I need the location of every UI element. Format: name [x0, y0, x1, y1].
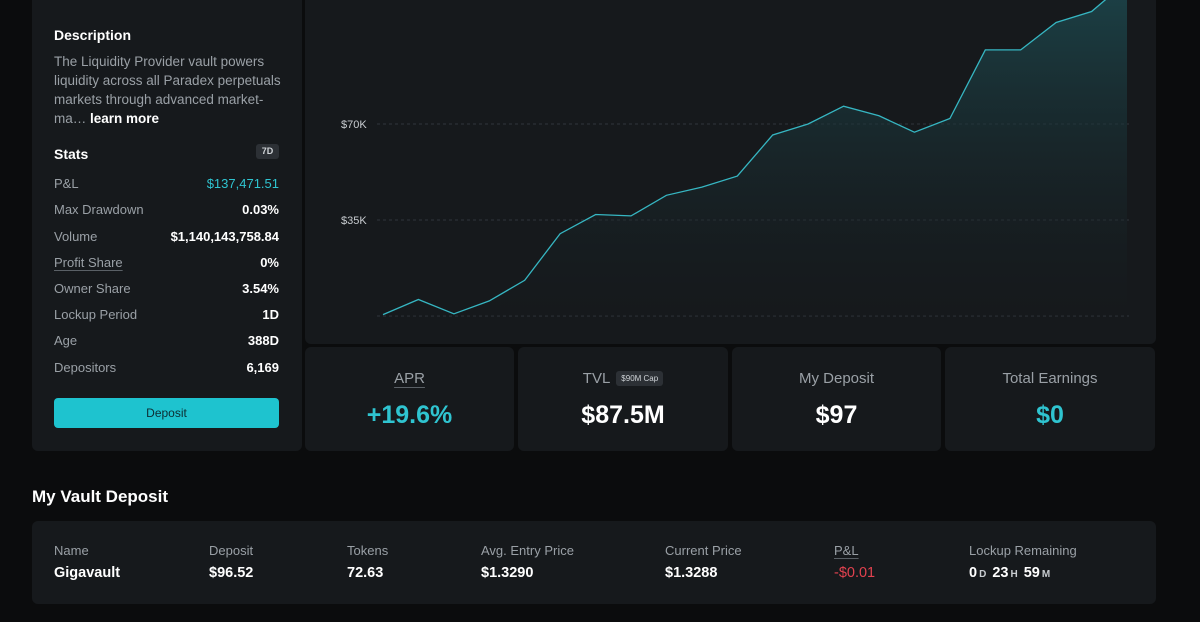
chart-data-point[interactable] — [877, 114, 881, 118]
stat-label-tooltip[interactable]: Profit Share — [54, 254, 123, 270]
chart-data-point[interactable] — [842, 104, 846, 108]
col-lockup-remaining: Lockup Remaining 0 D 23 H 59 M — [969, 543, 1077, 581]
chart-data-point[interactable] — [771, 133, 775, 137]
chart-data-point[interactable] — [806, 122, 810, 126]
metric-value: $0 — [1036, 401, 1064, 429]
stat-value: 1D — [262, 306, 279, 322]
col-pnl: P&L -$0.01 — [834, 543, 875, 581]
column-header: Deposit — [209, 543, 254, 558]
stat-label: Depositors — [54, 359, 117, 375]
column-header: Name — [54, 543, 89, 558]
stats-title: Stats — [54, 146, 89, 162]
deposit-button[interactable]: Deposit — [54, 398, 279, 428]
chart-data-point[interactable] — [523, 278, 527, 282]
section-title: My Vault Deposit — [32, 487, 169, 506]
stat-value: 3.54% — [242, 280, 279, 296]
stat-value: $1,140,143,758.84 — [170, 228, 279, 244]
cell-name[interactable]: Gigavault — [54, 565, 121, 581]
metric-label: Total Earnings — [1002, 370, 1098, 387]
chart-data-point[interactable] — [594, 213, 598, 217]
column-header: Avg. Entry Price — [481, 543, 574, 558]
y-tick-label: $70K — [341, 119, 367, 131]
vault-info-panel: ▲ ▲ Description The Liquidity Provider v… — [32, 0, 302, 451]
description-text: The Liquidity Provider vault powers liqu… — [54, 54, 281, 126]
chart-data-point[interactable] — [416, 298, 420, 302]
column-header: Tokens — [347, 543, 389, 558]
chart-data-point[interactable] — [487, 299, 491, 303]
chart-data-point[interactable] — [664, 193, 668, 197]
chart-area-fill — [383, 0, 1127, 316]
chart-data-point[interactable] — [1054, 21, 1058, 25]
stat-label: Lockup Period — [54, 306, 138, 322]
chart-series-line — [382, 0, 1107, 316]
cell-lockup-remaining: 0 D 23 H 59 M — [969, 565, 1051, 581]
metric-label[interactable]: APR — [394, 370, 425, 387]
stat-value: 6,169 — [246, 359, 279, 375]
stat-value: $137,471.51 — [206, 175, 279, 191]
chart-data-point[interactable] — [558, 232, 562, 236]
vault-deposit-table: Name Gigavault Deposit $96.52 Tokens 72.… — [32, 521, 1156, 604]
stat-label: Age — [54, 332, 78, 348]
chart-data-point[interactable] — [912, 130, 916, 134]
chart-data-point[interactable] — [700, 185, 704, 189]
learn-more-link[interactable]: learn more — [90, 111, 160, 126]
stat-row-max-drawdown: Max Drawdown 0.03% — [54, 199, 279, 219]
stat-value: 0.03% — [242, 201, 279, 217]
metric-label: My Deposit — [798, 370, 875, 387]
metric-label: TVL $90M Cap — [518, 370, 728, 387]
col-current-price: Current Price $1.3288 — [665, 543, 742, 581]
stat-row-owner-share: Owner Share 3.54% — [54, 278, 279, 298]
stat-label: Max Drawdown — [54, 201, 144, 217]
col-deposit: Deposit $96.52 — [209, 543, 253, 581]
description-title: Description — [54, 27, 132, 43]
cell-tokens: 72.63 — [347, 565, 384, 581]
tvl-cap-badge: $90M Cap — [616, 371, 664, 386]
stat-value: 388D — [247, 332, 279, 348]
chart-data-point[interactable] — [629, 214, 633, 218]
col-name: Name Gigavault — [54, 543, 120, 581]
column-header: Current Price — [665, 543, 742, 558]
chart-data-point[interactable] — [1090, 10, 1094, 14]
stat-label: Volume — [54, 228, 98, 244]
chart-data-point[interactable] — [983, 48, 987, 52]
chart-data-point[interactable] — [1019, 48, 1023, 52]
cell-pnl: -$0.01 — [834, 565, 876, 581]
col-tokens: Tokens 72.63 — [347, 543, 388, 581]
stat-value: 0% — [260, 254, 279, 270]
cell-avg-entry-price: $1.3290 — [481, 565, 534, 581]
chart-data-point[interactable] — [381, 313, 385, 317]
stat-row-pnl: P&L $137,471.51 — [54, 173, 279, 193]
stat-label: Owner Share — [54, 280, 131, 296]
stat-row-lockup-period: Lockup Period 1D — [54, 304, 279, 324]
chart-data-point[interactable] — [735, 174, 739, 178]
y-tick-label: $35K — [341, 215, 367, 227]
stat-row-volume: Volume $1,140,143,758.84 — [54, 226, 279, 246]
metric-card-apr: APR +19.6% — [305, 347, 514, 451]
performance-chart-panel: $35K $70K — [305, 0, 1156, 344]
metric-value: +19.6% — [366, 401, 453, 429]
stat-row-age: Age 388D — [54, 330, 279, 350]
metric-card-total-earnings: Total Earnings $0 — [945, 347, 1155, 451]
column-header: Lockup Remaining — [969, 543, 1077, 558]
metric-value: $87.5M — [581, 401, 665, 429]
metric-card-tvl: TVL $90M Cap $87.5M — [518, 347, 728, 451]
cell-current-price: $1.3288 — [665, 565, 718, 581]
cell-deposit: $96.52 — [209, 565, 254, 581]
stat-row-profit-share: Profit Share 0% — [54, 252, 279, 272]
metric-card-my-deposit: My Deposit $97 — [732, 347, 941, 451]
column-header-tooltip[interactable]: P&L — [834, 543, 859, 558]
stats-period-badge[interactable]: 7D — [256, 144, 279, 159]
col-avg-entry-price: Avg. Entry Price $1.3290 — [481, 543, 574, 581]
stat-label: P&L — [54, 175, 79, 191]
metric-value: $97 — [815, 401, 858, 429]
performance-chart[interactable]: $35K $70K — [305, 0, 1156, 344]
chart-data-point[interactable] — [452, 312, 456, 316]
chart-data-point[interactable] — [948, 117, 952, 121]
stat-row-depositors: Depositors 6,169 — [54, 357, 279, 377]
